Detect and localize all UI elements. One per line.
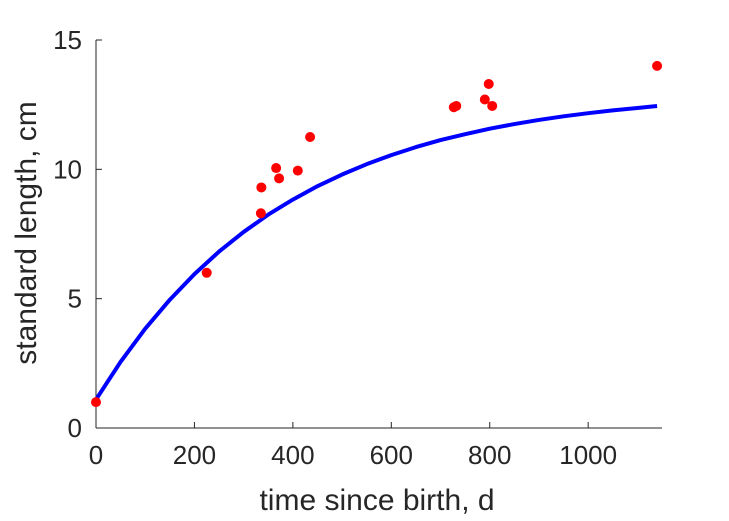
data-point: [274, 173, 285, 184]
data-point: [487, 100, 498, 111]
x-tick-label: 600: [370, 440, 413, 470]
x-tick-label: 200: [173, 440, 216, 470]
y-axis-label: standard length, cm: [10, 101, 43, 364]
x-tick-label: 1000: [559, 440, 617, 470]
x-tick-label: 800: [468, 440, 511, 470]
data-point: [479, 94, 490, 105]
y-tick-label: 5: [68, 284, 82, 314]
data-point: [255, 208, 266, 219]
observations: [91, 60, 663, 408]
x-tick-label: 0: [89, 440, 103, 470]
x-tick-label: 400: [271, 440, 314, 470]
y-tick-label: 0: [68, 413, 82, 443]
data-point: [451, 100, 462, 111]
y-tick-label: 10: [53, 154, 82, 184]
data-point: [305, 132, 316, 142]
data-point: [652, 60, 663, 71]
ticks: 0 200 400 600 800 1000 0 5 10 15: [53, 25, 617, 470]
fit-curve-line: [94, 103, 658, 401]
data-point: [271, 163, 282, 174]
data-point: [256, 182, 267, 193]
axes: [95, 40, 662, 429]
data-point: [201, 267, 212, 278]
data-point: [91, 397, 101, 408]
x-axis-label: time since birth, d: [259, 484, 494, 517]
y-tick-label: 15: [53, 25, 82, 55]
data-point: [483, 78, 494, 89]
fit-curve: [94, 103, 658, 401]
data-point: [292, 165, 303, 176]
